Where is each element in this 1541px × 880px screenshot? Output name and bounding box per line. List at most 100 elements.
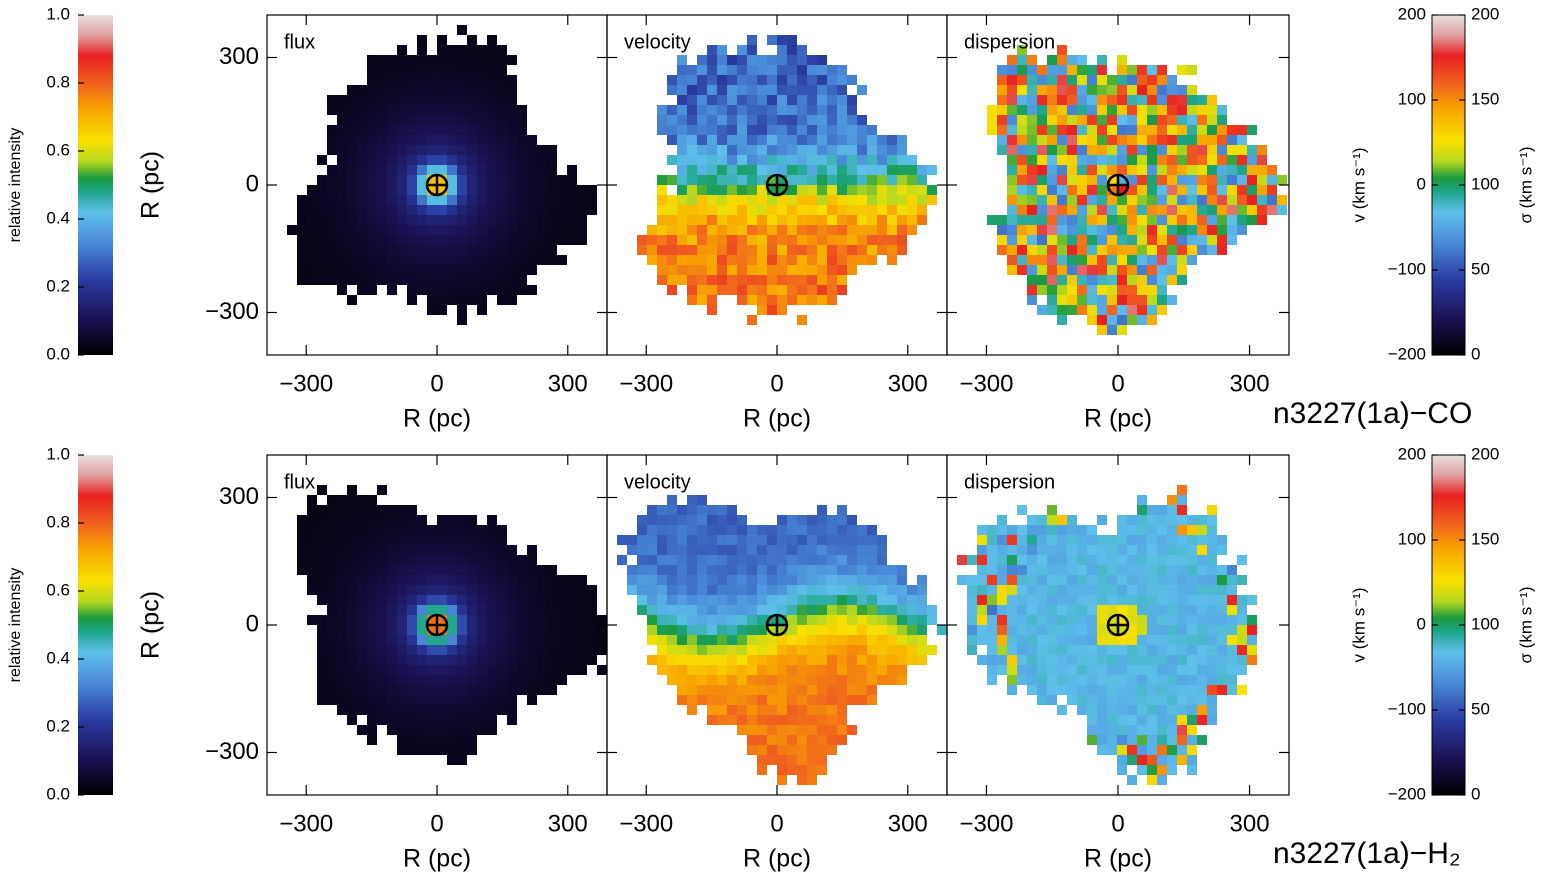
map-cell <box>507 715 517 725</box>
map-cell <box>817 695 827 705</box>
map-cell <box>367 665 377 675</box>
map-cell <box>1127 645 1137 655</box>
map-cell <box>787 175 797 185</box>
map-cell <box>1007 565 1017 575</box>
map-cell <box>367 705 377 715</box>
map-cell <box>847 605 857 615</box>
map-cell <box>697 635 707 645</box>
map-cell <box>487 245 497 255</box>
map-cell <box>467 725 477 735</box>
map-cell <box>817 645 827 655</box>
map-cell <box>397 85 407 95</box>
map-cell <box>897 245 907 255</box>
map-cell <box>727 685 737 695</box>
map-cell <box>467 685 477 695</box>
map-cell <box>397 125 407 135</box>
map-cell <box>417 525 427 535</box>
map-cell <box>717 165 727 175</box>
map-cell <box>1097 685 1107 695</box>
map-cell <box>1027 95 1037 105</box>
map-cell <box>1157 205 1167 215</box>
map-cell <box>1147 585 1157 595</box>
map-cell <box>697 595 707 605</box>
map-cell <box>347 95 357 105</box>
map-cell <box>817 155 827 165</box>
colorbar-tick-label: 0.6 <box>46 580 70 599</box>
map-cell <box>477 665 487 675</box>
map-cell <box>1067 135 1077 145</box>
map-cell <box>1147 675 1157 685</box>
map-cell <box>747 175 757 185</box>
x-axis-label: R (pc) <box>1084 845 1152 873</box>
map-cell <box>487 255 497 265</box>
map-cell <box>1007 545 1017 555</box>
map-cell <box>1267 195 1277 205</box>
map-cell <box>387 675 397 685</box>
map-cell <box>907 195 917 205</box>
map-cell <box>1147 595 1157 605</box>
map-cell <box>757 85 767 95</box>
map-cell <box>1277 205 1287 215</box>
map-cell <box>1077 215 1087 225</box>
map-cell <box>307 535 317 545</box>
map-cell <box>537 565 547 575</box>
map-cell <box>1177 135 1187 145</box>
map-cell <box>697 515 707 525</box>
map-cell <box>1027 625 1037 635</box>
map-cell <box>447 615 457 625</box>
map-cell <box>457 555 467 565</box>
map-cell <box>307 505 317 515</box>
map-cell <box>387 565 397 575</box>
map-cell <box>507 265 517 275</box>
map-cell <box>837 545 847 555</box>
map-cell <box>467 235 477 245</box>
map-cell <box>427 525 437 535</box>
map-cell <box>1117 695 1127 705</box>
map-cell <box>1037 555 1047 565</box>
map-cell <box>487 595 497 605</box>
map-cell <box>837 225 847 235</box>
map-cell <box>377 685 387 695</box>
map-cell <box>1087 565 1097 575</box>
map-cell <box>1187 565 1197 575</box>
map-cell <box>1087 255 1097 265</box>
map-cell <box>457 565 467 575</box>
map-cell <box>497 625 507 635</box>
map-cell <box>1077 225 1087 235</box>
map-cell <box>797 205 807 215</box>
map-cell <box>717 185 727 195</box>
map-cell <box>377 55 387 65</box>
map-cell <box>1137 505 1147 515</box>
map-cell <box>457 545 467 555</box>
map-cell <box>667 215 677 225</box>
map-cell <box>1177 535 1187 545</box>
map-cell <box>387 155 397 165</box>
map-cell <box>1137 605 1147 615</box>
map-cell <box>317 615 327 625</box>
map-cell <box>987 595 997 605</box>
map-cell <box>887 605 897 615</box>
map-cell <box>1157 95 1167 105</box>
map-cell <box>587 625 597 635</box>
map-cell <box>1227 605 1237 615</box>
map-cell <box>967 575 977 585</box>
map-cell <box>887 215 897 225</box>
map-cell <box>717 205 727 215</box>
map-cell <box>687 295 697 305</box>
map-cell <box>1127 515 1137 525</box>
map-cell <box>807 555 817 565</box>
map-cell <box>757 535 767 545</box>
map-cell <box>847 675 857 685</box>
map-cell <box>767 655 777 665</box>
map-cell <box>747 585 757 595</box>
map-cell <box>1207 525 1217 535</box>
map-cell <box>1177 515 1187 525</box>
map-cell <box>907 655 917 665</box>
map-cell <box>1217 175 1227 185</box>
map-cell <box>1017 135 1027 145</box>
map-cell <box>337 175 347 185</box>
map-cell <box>967 645 977 655</box>
x-tick-label: −300 <box>619 370 673 397</box>
map-cell <box>477 75 487 85</box>
map-cell <box>827 225 837 235</box>
